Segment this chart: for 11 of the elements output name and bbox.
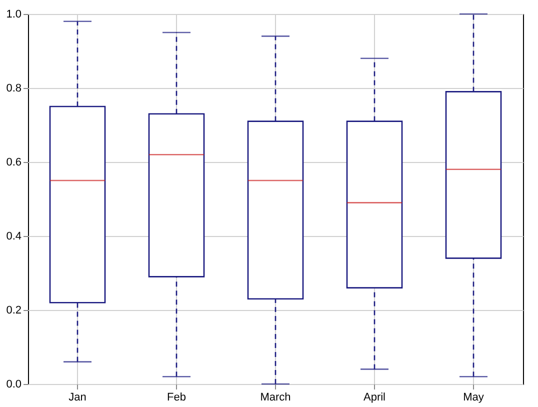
x-tick-label: Jan bbox=[68, 392, 86, 404]
x-tick-label: May bbox=[463, 392, 484, 404]
y-tick-label: 0.2 bbox=[6, 304, 22, 316]
y-tick-label: 0.0 bbox=[6, 378, 22, 390]
x-tick-label: April bbox=[363, 392, 386, 404]
x-tick-label: March bbox=[260, 392, 291, 404]
y-tick-label: 0.8 bbox=[6, 82, 22, 94]
y-tick-label: 0.6 bbox=[6, 156, 22, 168]
y-tick-label: 0.4 bbox=[6, 230, 22, 242]
y-tick-label: 1.0 bbox=[6, 8, 22, 20]
x-tick-label: Feb bbox=[167, 392, 186, 404]
